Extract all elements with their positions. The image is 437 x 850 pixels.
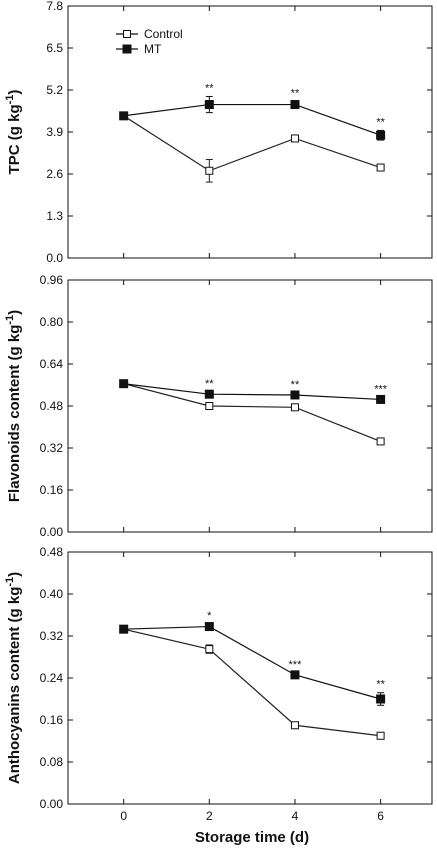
significance-label: ** [376,116,385,128]
data-point-control [290,721,299,730]
y-tick-label: 0.08 [40,755,64,769]
y-axis-label-text: TPC (g kg [6,104,23,174]
data-point-mt [204,100,214,110]
y-tick-label: 0.80 [40,315,64,329]
chart-panel-1: 0.0 1.3 2.6 3.9 5.2 6.5 7.8 TPC (g kg-1) ** ** ** C… [4,0,433,265]
y-axis-label-text: Anthocyanins content (g kg [6,587,23,785]
y-tick-label: 0.32 [40,441,64,455]
y-axis-label: Flavonoids content (g kg-1) [4,310,23,502]
legend-marker [123,30,131,38]
y-tick-label: 0.00 [40,797,64,811]
data-point-mt [376,694,386,704]
y-axis-label: TPC (g kg-1) [4,90,23,175]
series-line-mt [123,103,381,136]
y-tick-label: 0.32 [40,629,64,643]
significance-label: * [207,610,212,622]
x-tick-label: 2 [206,809,213,823]
significance-label: ** [376,679,385,691]
data-point-control [205,645,214,654]
y-axis-label-unit-close: ) [6,572,23,577]
y-tick-label: 0.0 [46,251,63,265]
significance-label: *** [374,383,388,395]
chart-panel-2: 0.00 0.16 0.32 0.48 0.64 0.80 0.96 Flavonoids c… [4,273,433,539]
x-tick-label: 6 [377,809,384,823]
legend-label: MT [144,42,162,56]
data-point-control [376,731,385,740]
data-point-mt [119,624,129,634]
y-tick-label: 0.24 [40,671,64,685]
x-axis-label: Storage time (d) [195,829,309,846]
y-tick-label: 2.6 [46,167,63,181]
y-axis-label-unit-close: ) [6,90,23,95]
y-tick-label: 6.5 [46,41,63,55]
data-point-mt [290,100,300,110]
series-line-control [123,628,381,737]
series-line-control [123,383,381,442]
y-axis-label-text: Flavonoids content (g kg [6,325,23,503]
data-point-mt [290,670,300,680]
x-tick-label: 0 [120,809,127,823]
series-line-control [123,115,381,172]
series-line-mt [123,625,381,700]
data-point-mt [119,111,129,121]
y-tick-label: 0.48 [40,545,64,559]
y-axis-label: Anthocyanins content (g kg-1) [4,572,23,784]
y-tick-label: 0.40 [40,587,64,601]
legend-label: Control [144,27,183,41]
y-tick-label: 1.3 [46,209,63,223]
y-axis-label-superscript: -1 [4,577,16,587]
x-tick-label: 4 [292,809,299,823]
y-tick-label: 0.64 [40,357,64,371]
significance-label: ** [291,379,300,391]
data-point-mt [119,379,129,389]
y-tick-label: 0.16 [40,713,64,727]
data-point-control [290,403,299,412]
y-axis-label-superscript: -1 [4,95,16,105]
plot-frame [67,279,433,533]
y-axis-label-unit-close: ) [6,310,23,315]
data-point-control [290,134,299,143]
y-tick-label: 0.96 [40,273,64,287]
y-tick-label: 0.16 [40,483,64,497]
y-tick-label: 5.2 [46,83,63,97]
chart-panel-3: 0.00 0.08 0.16 0.24 0.32 0.40 0.48 0 2 4 6 Anthocya… [4,545,433,823]
y-tick-label: 7.8 [46,0,63,13]
significance-label: ** [205,82,214,94]
data-point-control [376,163,385,172]
data-point-control [205,402,214,410]
y-tick-label: 0.48 [40,399,64,413]
data-point-mt [376,130,386,140]
data-point-mt [204,622,214,632]
data-point-control [205,166,214,175]
data-point-mt [204,389,214,399]
significance-label: ** [205,378,214,390]
y-tick-label: 0.00 [40,525,64,539]
series-line-mt [123,383,381,401]
legend-marker [122,44,132,54]
data-point-control [376,437,385,446]
y-axis-label-superscript: -1 [4,315,16,325]
significance-label: *** [289,659,303,671]
significance-label: ** [291,87,300,99]
y-tick-label: 3.9 [46,125,63,139]
data-point-mt [376,394,386,404]
data-point-mt [290,390,300,400]
